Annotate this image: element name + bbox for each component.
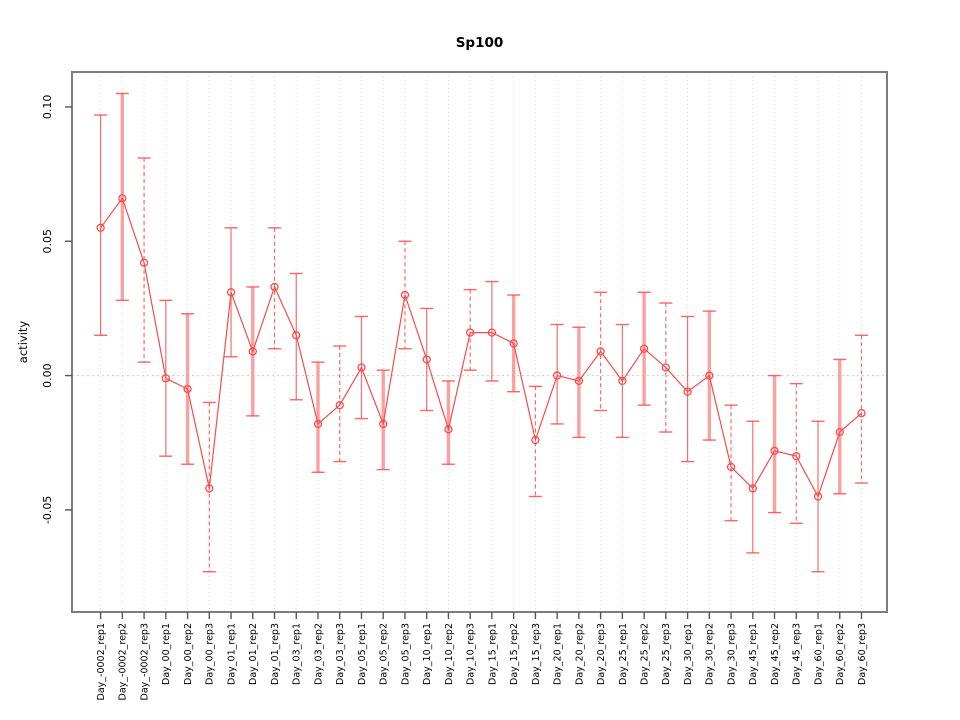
data-point <box>335 400 344 410</box>
x-tick-label: Day_05_rep2 <box>379 623 390 685</box>
x-tick-label: Day_30_rep2 <box>705 623 716 685</box>
data-point <box>205 484 214 493</box>
data-point <box>444 425 453 434</box>
data-point <box>705 371 714 380</box>
data-point <box>118 194 127 203</box>
x-tick-label: Day_10_rep3 <box>466 623 477 685</box>
data-point <box>552 371 562 380</box>
x-tick-label: Day_30_rep1 <box>683 623 694 685</box>
data-point <box>618 376 627 386</box>
data-point <box>661 363 670 372</box>
x-tick-label: Day_-0002_rep3 <box>139 623 150 700</box>
x-tick-label: Day_25_rep3 <box>661 623 672 685</box>
y-tick-label: -0.05 <box>41 496 54 524</box>
x-tick-label: Day_01_rep2 <box>248 623 259 685</box>
x-tick-label: Day_20_rep3 <box>596 623 607 685</box>
data-point <box>596 347 605 356</box>
x-tick-label: Day_03_rep3 <box>335 623 346 685</box>
data-point <box>835 427 844 437</box>
data-point <box>313 419 323 429</box>
y-tick-label: 0.00 <box>41 363 54 388</box>
data-point <box>813 492 823 501</box>
data-point <box>96 223 105 232</box>
chart-title: Sp100 <box>456 35 504 51</box>
data-point <box>531 435 540 445</box>
x-tick-label: Day_45_rep1 <box>748 623 759 685</box>
x-tick-label: Day_20_rep2 <box>574 623 585 685</box>
x-tick-label: Day_10_rep1 <box>422 623 433 685</box>
data-point <box>270 282 279 292</box>
x-tick-label: Day_25_rep1 <box>618 623 629 685</box>
data-point <box>139 258 149 267</box>
data-point <box>292 331 301 340</box>
data-point <box>226 288 236 297</box>
x-tick-label: Day_30_rep3 <box>726 623 737 685</box>
x-tick-label: Day_20_rep1 <box>553 623 564 685</box>
x-tick-label: Day_45_rep2 <box>770 623 781 685</box>
data-point <box>400 290 410 300</box>
data-point <box>183 384 192 394</box>
series-line <box>100 196 862 498</box>
x-tick-label: Day_05_rep1 <box>357 623 368 685</box>
x-tick-label: Day_45_rep3 <box>792 623 803 685</box>
x-tick-label: Day_60_rep1 <box>813 623 824 685</box>
data-point <box>357 363 366 372</box>
data-point <box>422 355 431 364</box>
data-point <box>748 484 757 493</box>
x-tick-label: Day_03_rep1 <box>292 623 303 685</box>
x-tick-label: Day_-0002_rep2 <box>118 623 129 700</box>
plot-border <box>71 71 888 613</box>
y-axis-title: activity <box>16 321 30 364</box>
data-point <box>509 339 518 348</box>
axes: 0.10 0.05 0.00 -0.05 Day_-0002_rep1 Day_-0002… <box>41 95 868 701</box>
x-tick-label: Day_00_rep1 <box>161 623 172 685</box>
x-tick-label: Day_00_rep3 <box>205 623 216 685</box>
data-point <box>770 446 779 455</box>
y-tick-label: 0.10 <box>41 95 54 120</box>
data-point <box>726 462 736 472</box>
x-tick-label: Day_15_rep3 <box>531 623 542 685</box>
x-tick-label: Day_05_rep3 <box>400 623 411 685</box>
x-tick-label: Day_15_rep1 <box>487 623 498 685</box>
data-point <box>487 328 497 337</box>
x-tick-label: Day_15_rep2 <box>509 623 520 685</box>
data-point <box>379 419 388 429</box>
x-tick-label: Day_-0002_rep1 <box>96 623 107 700</box>
x-tick-label: Day_03_rep2 <box>313 623 324 685</box>
x-tick-label: Day_25_rep2 <box>640 623 651 685</box>
y-tick-label: 0.05 <box>41 229 54 254</box>
data-point <box>683 387 692 396</box>
gridlines <box>72 72 887 612</box>
x-tick-label: Day_60_rep2 <box>835 623 846 685</box>
x-tick-label: Day_60_rep3 <box>857 623 868 685</box>
x-tick-label: Day_00_rep2 <box>183 623 194 685</box>
data-point <box>792 452 801 461</box>
data-point <box>248 347 257 356</box>
x-tick-label: Day_01_rep3 <box>270 623 281 685</box>
x-tick-label: Day_01_rep1 <box>226 623 237 685</box>
data-point <box>639 344 649 353</box>
data-point <box>161 374 170 383</box>
data-point <box>466 328 475 337</box>
x-tick-label: Day_10_rep2 <box>444 623 455 685</box>
data-point <box>574 376 584 386</box>
data-points <box>96 194 866 501</box>
data-point <box>857 409 866 418</box>
